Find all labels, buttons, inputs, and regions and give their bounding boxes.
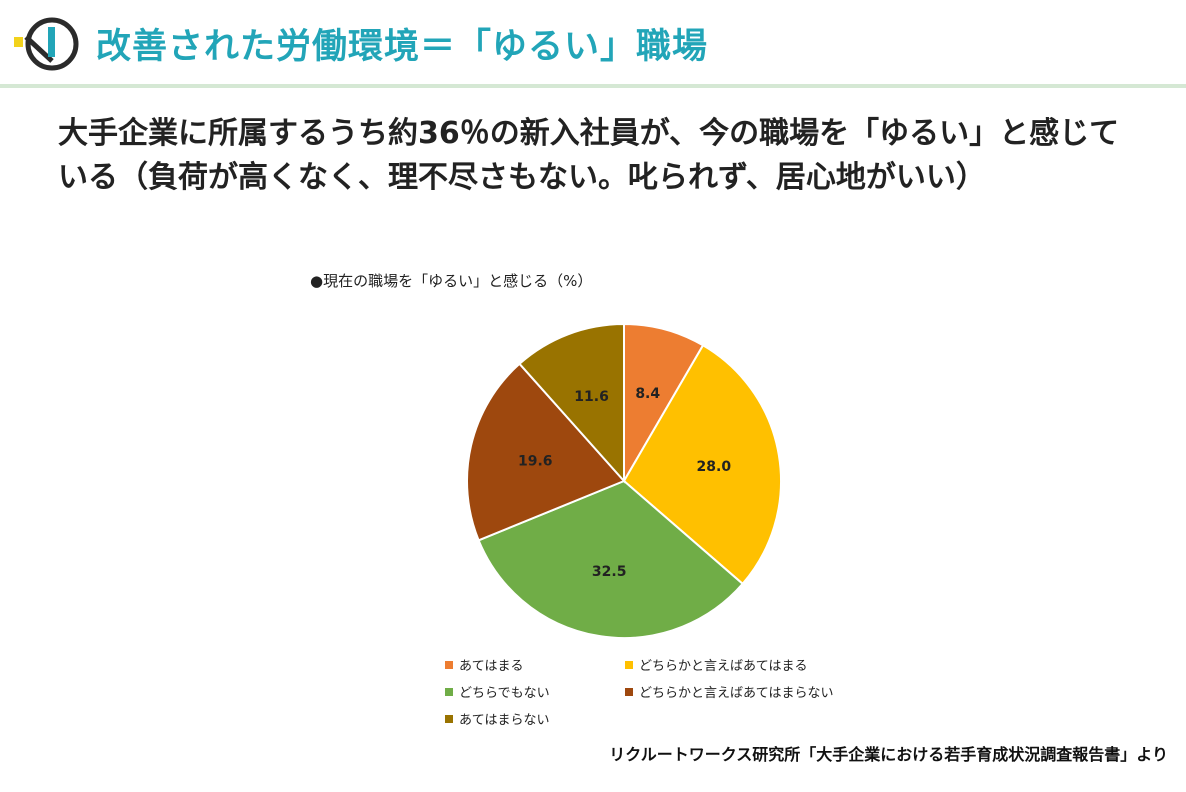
- legend-item: どちらでもない: [445, 682, 550, 701]
- legend-item: どちらかと言えばあてはまる: [625, 655, 807, 674]
- legend-swatch: [625, 687, 633, 696]
- legend-swatch: [445, 660, 453, 669]
- pie-slice: [622, 343, 782, 586]
- logo-icon: [14, 17, 79, 71]
- pie-slice: [518, 322, 625, 484]
- slide-subtitle: 大手企業に所属するうち約36％の新入社員が、今の職場を「ゆるい」と感じている（負…: [58, 116, 1120, 195]
- pie-data-label: 19.6: [518, 453, 553, 469]
- legend-label: あてはまる: [459, 659, 524, 674]
- legend-item: あてはまる: [445, 655, 523, 674]
- chart-title: ●現在の職場を「ゆるい」と感じる（%）: [310, 272, 593, 290]
- pie-data-label: 11.6: [574, 389, 609, 405]
- legend-swatch: [625, 660, 633, 669]
- legend-swatch: [445, 714, 453, 723]
- legend-label: あてはまらない: [459, 713, 550, 728]
- pie-slice: [466, 362, 626, 542]
- legend-item: どちらかと言えばあてはまらない: [625, 682, 833, 701]
- slide-header: 改善された労働環境＝「ゆるい」職場: [0, 0, 1186, 88]
- header-divider: [0, 84, 1186, 88]
- legend-swatch: [445, 687, 453, 696]
- slide-title: 改善された労働環境＝「ゆるい」職場: [96, 27, 709, 67]
- legend-label: どちらでもない: [459, 686, 550, 701]
- pie-data-label: 28.0: [697, 459, 732, 475]
- legend-item: あてはまらない: [445, 709, 549, 728]
- pie-data-label: 8.4: [635, 386, 660, 402]
- legend-label: どちらかと言えばあてはまらない: [639, 686, 834, 701]
- pie-data-label: 32.5: [592, 564, 627, 580]
- pie-slice: [477, 479, 745, 639]
- source-citation: リクルートワークス研究所「大手企業における若手育成状況調査報告書」より: [609, 745, 1168, 764]
- legend-label: どちらかと言えばあてはまる: [639, 659, 808, 674]
